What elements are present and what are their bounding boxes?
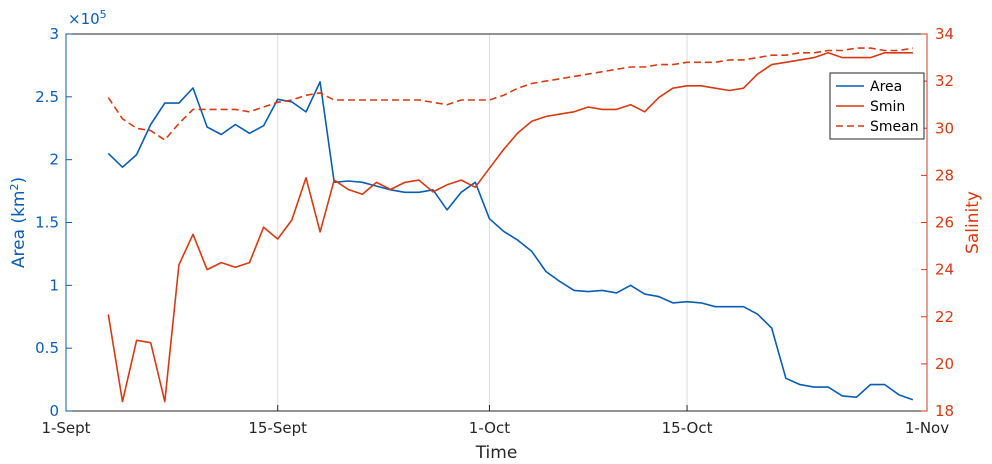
y-right-tick-label: 34 — [935, 25, 954, 43]
y-left-tick-label: 1.5 — [35, 214, 59, 232]
x-tick-label: 15-Sept — [248, 419, 307, 437]
multiplier-base: ×10 — [68, 10, 100, 28]
y-right-tick-label: 24 — [935, 261, 954, 279]
multiplier-exp: 5 — [100, 8, 107, 21]
x-axis-ticks: 1-Sept 15-Sept 1-Oct 15-Oct 1-Nov — [41, 405, 949, 437]
legend: Area Smin Smean — [829, 72, 925, 140]
y-left-multiplier: ×105 — [68, 8, 107, 29]
x-tick-label: 15-Oct — [662, 419, 713, 437]
legend-entries: Area Smin Smean — [836, 79, 919, 135]
x-tick-label: 1-Oct — [469, 419, 510, 437]
series-line-smean — [107, 47, 914, 141]
series-line-smin — [107, 51, 913, 403]
y-left-axis-ticks: 0 0.5 1 1.5 2 2.5 3 — [35, 25, 72, 420]
y-right-tick-label: 18 — [935, 402, 954, 420]
y-left-tick-label: 0.5 — [35, 339, 59, 357]
y-left-tick-label: 0 — [49, 402, 59, 420]
x-tick-label: 1-Sept — [41, 419, 90, 437]
legend-label-area: Area — [870, 79, 902, 95]
y-left-tick-label: 1 — [49, 276, 59, 294]
legend-label-smean: Smean — [870, 119, 919, 135]
y-right-tick-label: 26 — [935, 214, 954, 232]
y-right-tick-label: 28 — [935, 166, 954, 184]
x-axis-label: Time — [475, 443, 518, 463]
y-left-tick-label: 2.5 — [35, 88, 59, 106]
y-left-label-base: Area (km — [9, 191, 29, 269]
y-left-axis-label: Area (km2) — [8, 177, 30, 268]
y-right-axis-label: Salinity — [963, 191, 983, 254]
y-right-tick-label: 22 — [935, 308, 954, 326]
y-right-axis-ticks: 18 20 22 24 26 28 30 32 34 — [921, 25, 954, 420]
y-left-tick-label: 2 — [49, 151, 59, 169]
y-right-tick-label: 20 — [935, 355, 954, 373]
series-layer — [107, 47, 914, 403]
y-left-tick-label: 3 — [49, 25, 59, 43]
series-line-area — [107, 81, 914, 401]
y-left-label-close: ) — [9, 177, 29, 184]
legend-label-smin: Smin — [870, 99, 905, 115]
plot-frame — [65, 33, 928, 412]
y-right-tick-label: 30 — [935, 119, 954, 137]
gridlines — [277, 34, 688, 411]
y-left-label-sup: 2 — [8, 184, 21, 191]
y-right-tick-label: 32 — [935, 72, 954, 90]
x-tick-label: 1-Nov — [905, 419, 949, 437]
